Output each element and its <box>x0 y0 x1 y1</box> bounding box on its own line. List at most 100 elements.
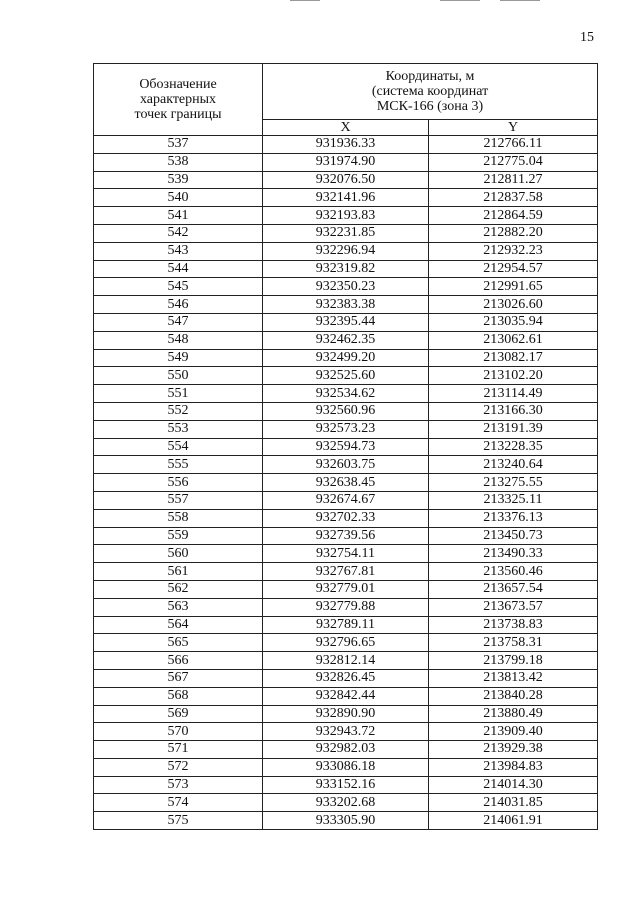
x-cell: 932767.81 <box>262 562 429 581</box>
table-row: 566 932812.14 213799.18 <box>93 651 598 670</box>
x-cell: 932499.20 <box>262 348 429 368</box>
y-cell: 213325.11 <box>428 490 598 510</box>
y-cell: 213738.83 <box>428 615 598 635</box>
y-cell: 213102.20 <box>428 366 598 386</box>
table-row: 541 932193.83 212864.59 <box>93 206 598 225</box>
x-cell: 932231.85 <box>262 223 429 243</box>
point-cell: 564 <box>93 615 263 635</box>
table-row: 565 932796.65 213758.31 <box>93 633 598 653</box>
table-row: 575 933305.90 214061.91 <box>93 811 598 831</box>
y-cell: 212864.59 <box>428 206 598 225</box>
scan-mark <box>500 0 540 1</box>
y-cell: 213929.38 <box>428 740 598 759</box>
y-cell: 212991.65 <box>428 277 598 297</box>
x-cell: 932702.33 <box>262 508 429 528</box>
y-cell: 213228.35 <box>428 437 598 457</box>
x-cell: 932796.65 <box>262 633 429 653</box>
point-cell: 562 <box>93 579 263 599</box>
x-cell: 933086.18 <box>262 757 429 777</box>
point-cell: 540 <box>93 188 263 208</box>
x-cell: 932812.14 <box>262 651 429 670</box>
y-cell: 213657.54 <box>428 579 598 599</box>
y-cell: 212811.27 <box>428 170 598 190</box>
x-cell: 932826.45 <box>262 668 429 688</box>
point-cell: 541 <box>93 206 263 225</box>
x-cell: 932842.44 <box>262 686 429 706</box>
x-cell: 932573.23 <box>262 419 429 439</box>
y-column-header: Y <box>428 119 598 136</box>
table-row: 572 933086.18 213984.83 <box>93 757 598 777</box>
point-cell: 565 <box>93 633 263 653</box>
table-row: 560 932754.11 213490.33 <box>93 544 598 564</box>
y-cell: 213275.55 <box>428 473 598 492</box>
y-cell: 213376.13 <box>428 508 598 528</box>
x-cell: 932076.50 <box>262 170 429 190</box>
table-row: 569 932890.90 213880.49 <box>93 704 598 724</box>
table-row: 561 932767.81 213560.46 <box>93 562 598 581</box>
y-cell: 213035.94 <box>428 312 598 332</box>
point-cell: 556 <box>93 473 263 492</box>
table-row: 564 932789.11 213738.83 <box>93 615 598 635</box>
table-row: 549 932499.20 213082.17 <box>93 348 598 368</box>
point-cell: 544 <box>93 259 263 279</box>
point-cell: 571 <box>93 740 263 759</box>
point-cell: 568 <box>93 686 263 706</box>
page-number: 15 <box>580 30 594 45</box>
table-row: 545 932350.23 212991.65 <box>93 277 598 297</box>
y-cell: 213082.17 <box>428 348 598 368</box>
x-cell: 932193.83 <box>262 206 429 225</box>
table-row: 539 932076.50 212811.27 <box>93 170 598 190</box>
table-row: 548 932462.35 213062.61 <box>93 330 598 350</box>
point-cell: 566 <box>93 651 263 670</box>
x-cell: 932674.67 <box>262 490 429 510</box>
x-cell: 932779.01 <box>262 579 429 599</box>
point-cell: 555 <box>93 455 263 475</box>
y-cell: 213490.33 <box>428 544 598 564</box>
table-row: 559 932739.56 213450.73 <box>93 526 598 546</box>
table-row: 544 932319.82 212954.57 <box>93 259 598 279</box>
x-cell: 932296.94 <box>262 241 429 261</box>
point-cell: 551 <box>93 384 263 403</box>
y-cell: 214031.85 <box>428 793 598 813</box>
table-row: 551 932534.62 213114.49 <box>93 384 598 403</box>
y-cell: 213166.30 <box>428 401 598 421</box>
y-cell: 213114.49 <box>428 384 598 403</box>
y-cell: 213909.40 <box>428 722 598 742</box>
point-cell: 561 <box>93 562 263 581</box>
table-row: 571 932982.03 213929.38 <box>93 740 598 759</box>
point-cell: 563 <box>93 597 263 617</box>
point-cell: 537 <box>93 135 263 154</box>
coordinates-group-header: Координаты, м (система координат МСК-166… <box>262 63 598 120</box>
y-cell: 213191.39 <box>428 419 598 439</box>
y-cell: 213840.28 <box>428 686 598 706</box>
table-row: 554 932594.73 213228.35 <box>93 437 598 457</box>
table-row: 552 932560.96 213166.30 <box>93 401 598 421</box>
point-cell: 559 <box>93 526 263 546</box>
x-cell: 932525.60 <box>262 366 429 386</box>
table-row: 538 931974.90 212775.04 <box>93 152 598 172</box>
table-row: 562 932779.01 213657.54 <box>93 579 598 599</box>
y-cell: 213813.42 <box>428 668 598 688</box>
point-cell: 552 <box>93 401 263 421</box>
y-cell: 212954.57 <box>428 259 598 279</box>
x-column-header: X <box>262 119 429 136</box>
point-cell: 557 <box>93 490 263 510</box>
table-row: 570 932943.72 213909.40 <box>93 722 598 742</box>
y-cell: 213062.61 <box>428 330 598 350</box>
point-cell: 569 <box>93 704 263 724</box>
point-cell: 545 <box>93 277 263 297</box>
y-cell: 213560.46 <box>428 562 598 581</box>
scan-mark <box>440 0 480 1</box>
x-cell: 933152.16 <box>262 775 429 795</box>
y-cell: 213880.49 <box>428 704 598 724</box>
table-row: 557 932674.67 213325.11 <box>93 490 598 510</box>
x-cell: 932779.88 <box>262 597 429 617</box>
table-row: 574 933202.68 214031.85 <box>93 793 598 813</box>
y-cell: 213450.73 <box>428 526 598 546</box>
x-cell: 932789.11 <box>262 615 429 635</box>
coordinates-table: Обозначение характерных точек границы Ко… <box>93 63 598 831</box>
y-cell: 214061.91 <box>428 811 598 831</box>
point-cell: 538 <box>93 152 263 172</box>
point-cell: 560 <box>93 544 263 564</box>
x-cell: 932462.35 <box>262 330 429 350</box>
